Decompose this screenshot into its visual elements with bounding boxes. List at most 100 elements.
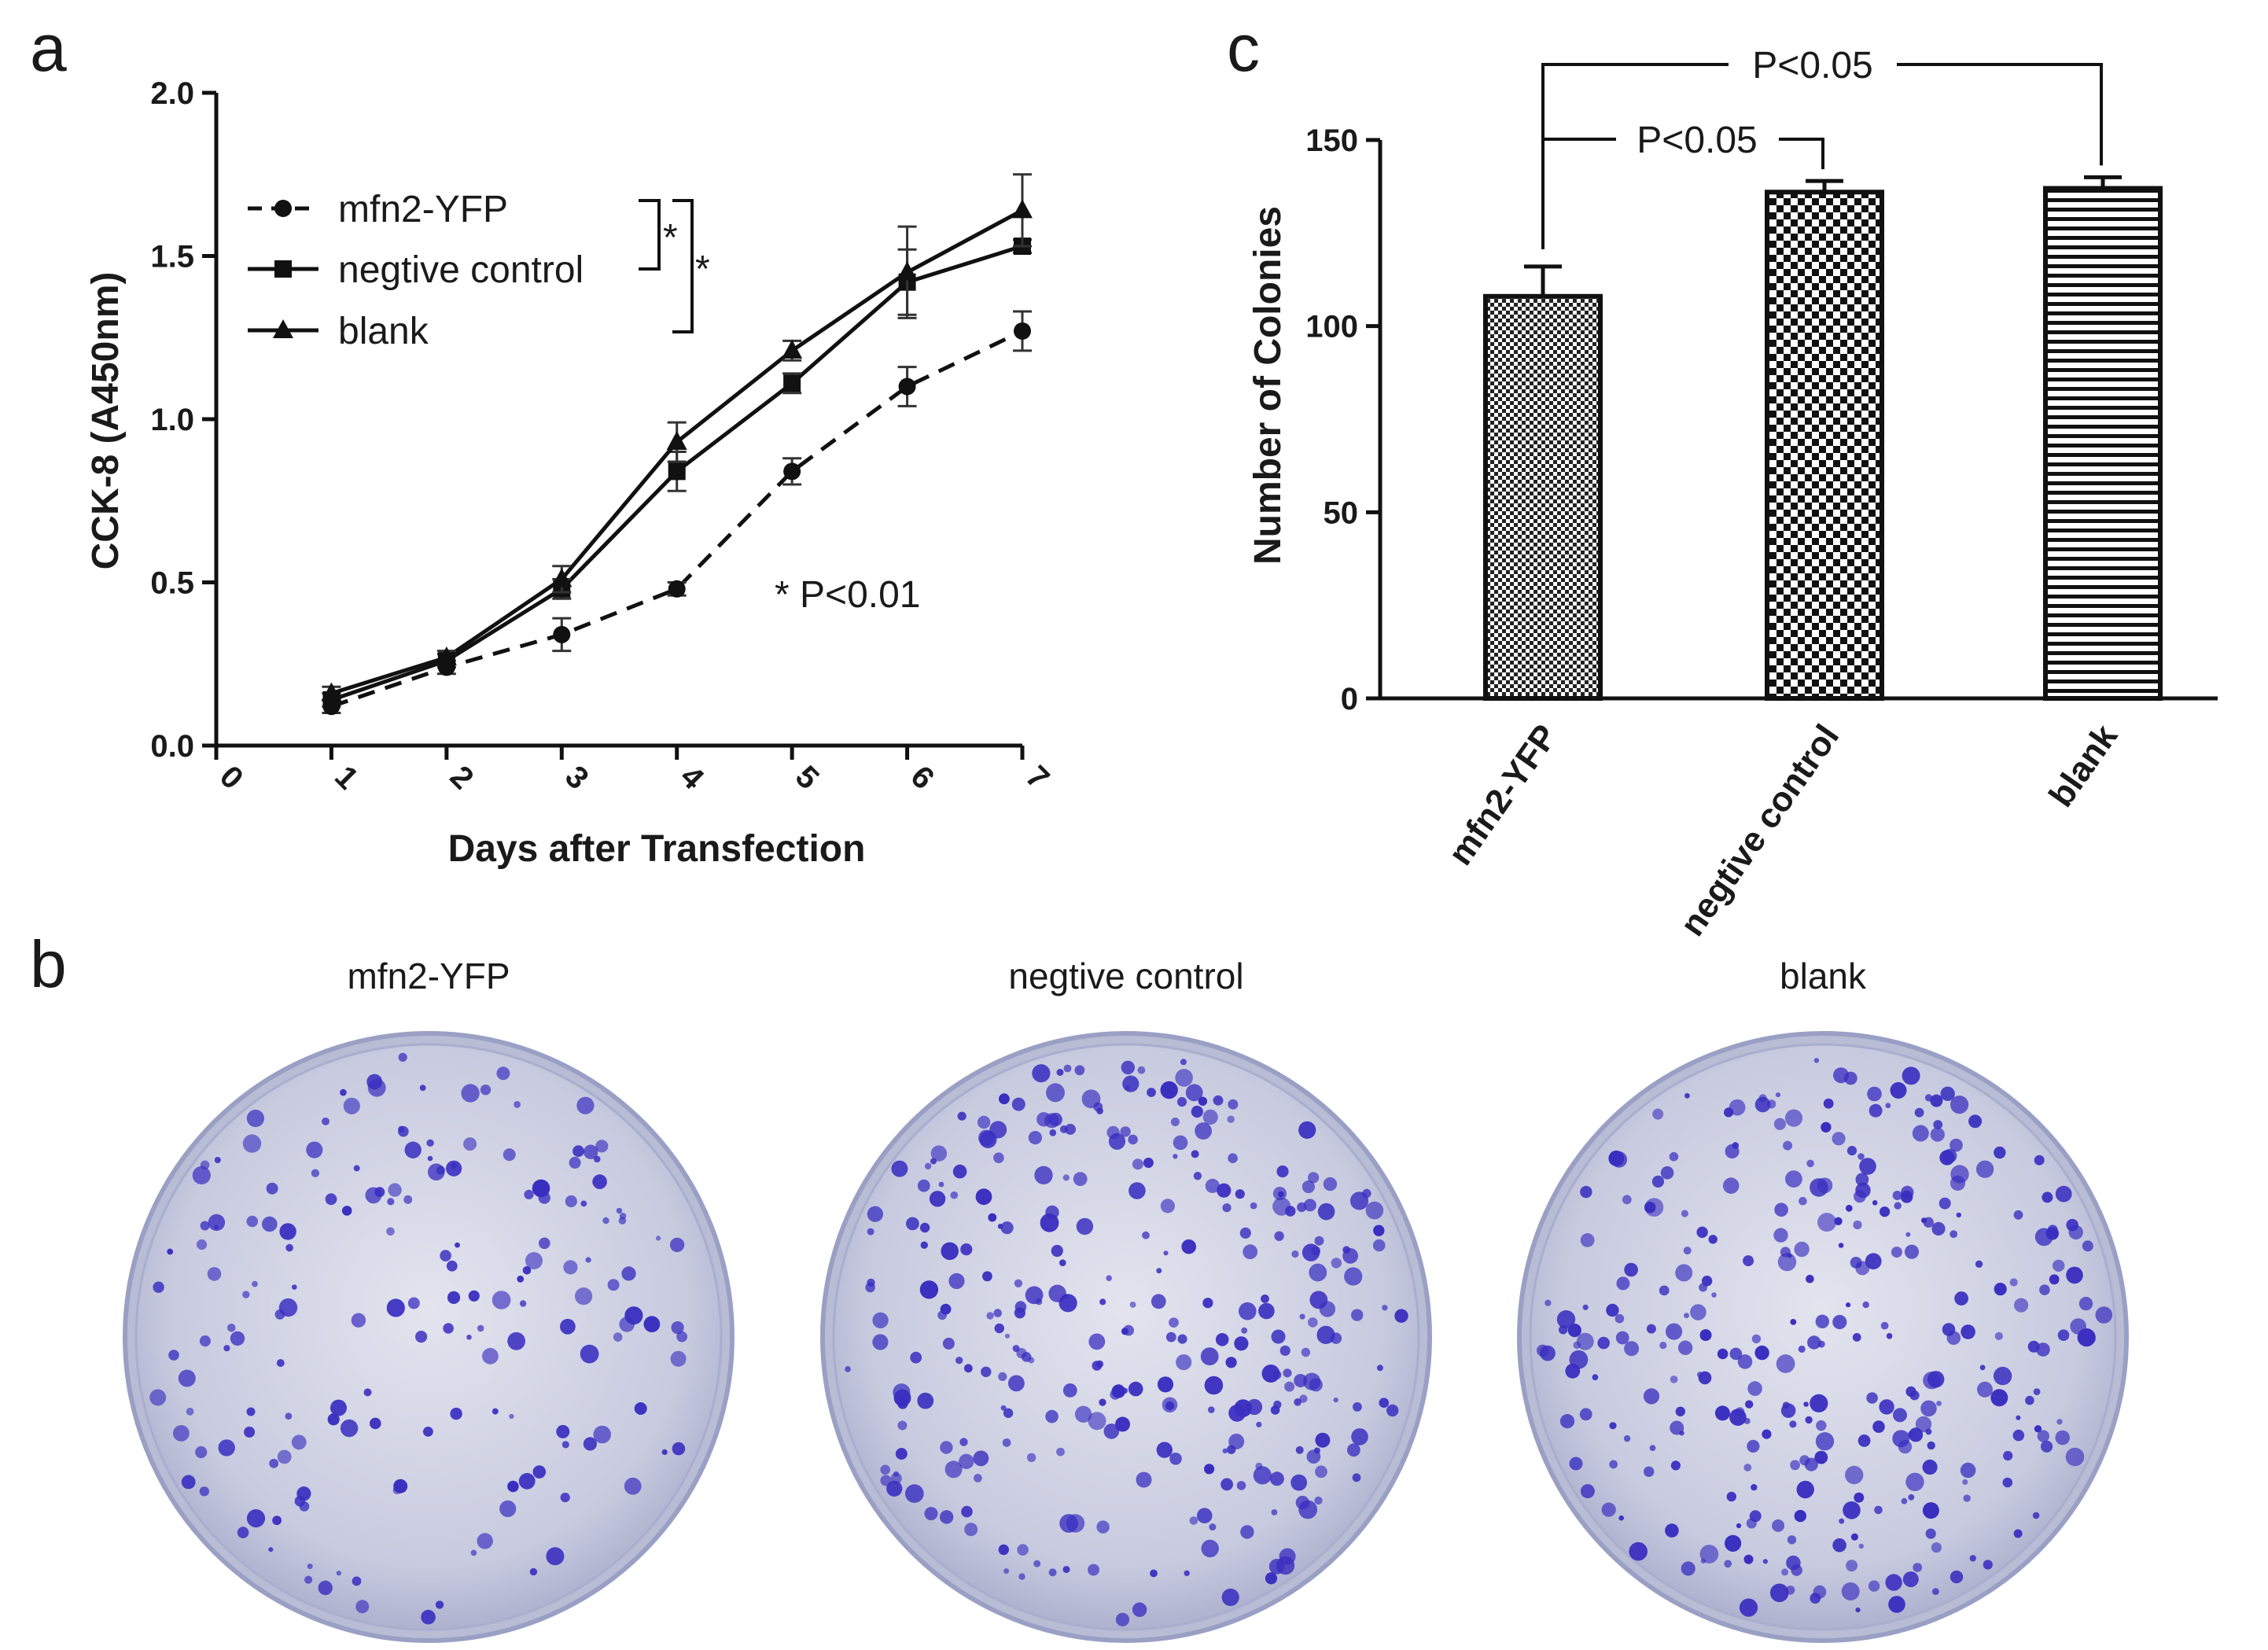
colony (920, 1241, 929, 1249)
colony (1961, 1324, 1975, 1339)
colony (1803, 1401, 1809, 1407)
colony (426, 1139, 434, 1147)
colony (1382, 1305, 1388, 1311)
colony (1026, 1453, 1036, 1463)
colony (891, 1160, 908, 1177)
colony (242, 1291, 250, 1298)
colony (446, 1260, 458, 1272)
colony (1045, 1409, 1059, 1423)
colony (1099, 1398, 1106, 1406)
colony (1905, 1232, 1911, 1237)
colony (634, 1402, 647, 1415)
colony (1644, 1198, 1664, 1217)
colony-dishes (123, 1031, 2129, 1643)
colony (1011, 1097, 1025, 1111)
colony (584, 1144, 598, 1159)
colony (492, 1291, 511, 1309)
colony (285, 1412, 293, 1420)
colony (607, 1279, 620, 1291)
colony (351, 1313, 366, 1328)
bar-chart-y-axis-title: Number of Colonies (1247, 206, 1289, 565)
colony (1204, 1376, 1224, 1395)
colony (1316, 1325, 1335, 1344)
colony (1056, 1447, 1065, 1457)
colony (1960, 1462, 1976, 1479)
colony (1968, 1114, 1983, 1129)
colony (199, 1335, 211, 1347)
colony (1365, 1201, 1384, 1220)
colony (1950, 1138, 1963, 1152)
colony (343, 1097, 360, 1114)
colony (897, 1398, 908, 1409)
colony (576, 1096, 595, 1114)
colony (262, 1216, 278, 1232)
colony (950, 1191, 959, 1199)
colony (366, 1074, 383, 1090)
colony (153, 1281, 164, 1293)
panel-letter-c: c (1227, 11, 1260, 85)
colony (1725, 1534, 1742, 1552)
colony (1977, 1381, 1993, 1398)
colony (1846, 1146, 1857, 1156)
colony (1228, 1153, 1238, 1163)
bar (1483, 293, 1603, 701)
line-chart-x-tick-label: 0 (213, 759, 250, 796)
colony (341, 1206, 352, 1216)
colony (669, 1237, 685, 1253)
colony (1227, 1115, 1235, 1123)
dish-label-negtive-control: negtive control (1008, 956, 1243, 996)
colony (1045, 1205, 1059, 1220)
colony (435, 1600, 444, 1609)
colony (355, 1600, 370, 1614)
colony (1176, 1096, 1187, 1107)
line-chart-y-tick-label: 0.0 (150, 729, 194, 764)
colony (1787, 1535, 1797, 1545)
colony (975, 1188, 992, 1206)
bar-chart-ticks: 0 50 100 150 (1305, 123, 1380, 716)
colony (594, 1155, 601, 1163)
colony (1290, 1474, 1308, 1491)
line-chart-x-tick-label: 2 (444, 759, 480, 796)
colony (1271, 1509, 1278, 1516)
colony (1235, 1189, 1245, 1199)
bar-chart-y-tick-label: 0 (1341, 682, 1358, 716)
colony (1922, 1502, 1939, 1519)
bar (2043, 186, 2163, 702)
colony (398, 1125, 405, 1133)
colony (1806, 1274, 1814, 1284)
colony (1580, 1484, 1595, 1499)
data-point (321, 682, 342, 702)
colony (1624, 1341, 1640, 1357)
significance-bracket (672, 199, 694, 333)
colony (1754, 1345, 1769, 1361)
colony (2013, 1210, 2023, 1220)
panel-letter-b: b (30, 927, 67, 1001)
colony (1855, 1182, 1871, 1199)
colony (1922, 1459, 1938, 1475)
comparison-bracket (1897, 63, 2103, 166)
colony (1217, 1183, 1232, 1198)
colony (569, 1156, 581, 1169)
colony (192, 1166, 211, 1184)
colony (1622, 1195, 1632, 1205)
colony (1646, 1324, 1656, 1334)
colony (1033, 1560, 1041, 1567)
colony (1032, 1064, 1051, 1083)
colony (1314, 1496, 1323, 1505)
bar-chart-bars (1483, 175, 2163, 702)
colony (1880, 1206, 1891, 1217)
colony (1176, 1354, 1192, 1371)
colony (592, 1174, 607, 1189)
colony (272, 1516, 282, 1526)
colony (1309, 1263, 1327, 1282)
colony (1665, 1523, 1679, 1538)
colony (2065, 1447, 2085, 1467)
data-point (436, 646, 457, 665)
colony (964, 1523, 978, 1537)
colony (1150, 1569, 1158, 1578)
colony (1773, 1118, 1786, 1130)
colony (1147, 1088, 1156, 1097)
panel-letter-a: a (30, 11, 67, 85)
colony (507, 1331, 525, 1350)
colony (1956, 1212, 1961, 1218)
